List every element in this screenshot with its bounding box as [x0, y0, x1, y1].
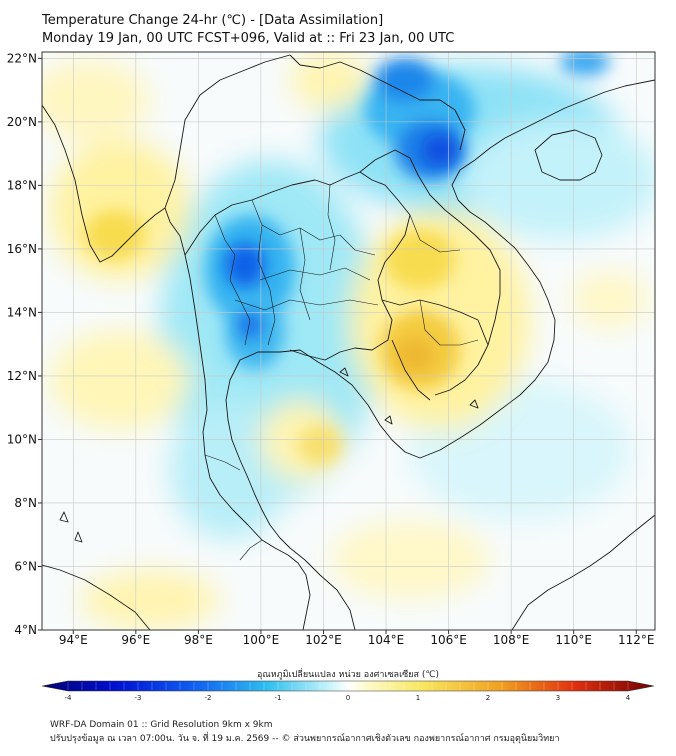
colorbar-tick-label: 0 — [346, 694, 350, 702]
temperature-change-field — [42, 52, 655, 630]
lon-label: 100°E — [243, 633, 280, 647]
borneo-coastline — [511, 514, 655, 630]
lon-label: 96°E — [121, 633, 150, 647]
lat-label: 14°N — [7, 305, 37, 319]
colorbar-title: อุณหภูมิเปลี่ยนแปลง หน่วย องศาเซลเซียส (… — [257, 667, 439, 680]
colorbar-tick-label: 2 — [486, 694, 490, 702]
lon-label: 108°E — [493, 633, 530, 647]
latitude-labels: 22°N 20°N 18°N 16°N 14°N 12°N 10°N 8°N 6°N 4°N — [7, 51, 42, 637]
coastlines-and-borders — [42, 54, 655, 630]
andaman-islands — [59, 511, 83, 543]
lon-label: 106°E — [430, 633, 467, 647]
colorbar-tick-label: -2 — [205, 694, 212, 702]
sumatra-coastline — [42, 564, 151, 630]
lat-label: 16°N — [7, 242, 37, 256]
thailand-border — [184, 171, 411, 361]
lat-label: 22°N — [7, 51, 37, 65]
lat-label: 10°N — [7, 432, 37, 446]
map-subtitle: Monday 19 Jan, 00 UTC FCST+096, Valid at… — [42, 31, 455, 46]
lat-label: 20°N — [7, 115, 37, 129]
mainland-coastline — [42, 104, 311, 630]
province-lines — [214, 184, 479, 346]
colorbar-dividers — [67, 682, 629, 690]
colorbar-tick-label: -1 — [275, 694, 282, 702]
lon-label: 102°E — [305, 633, 342, 647]
lat-label: 18°N — [7, 178, 37, 192]
map-title: Temperature Change 24-hr (℃) - [Data Ass… — [42, 13, 384, 28]
map-frame — [41, 51, 656, 631]
colorbar-tick-label: 4 — [626, 694, 631, 702]
colorbar-tick-label: -4 — [65, 694, 73, 702]
laos-vietnam-border — [359, 149, 501, 396]
lon-label: 112°E — [618, 633, 655, 647]
lon-label: 110°E — [555, 633, 592, 647]
hainan-coastline — [534, 129, 603, 181]
lat-label: 6°N — [14, 559, 37, 573]
lat-label: 12°N — [7, 369, 37, 383]
gulf-coastline — [225, 79, 655, 630]
peninsula-border — [204, 454, 263, 561]
lon-label: 104°E — [368, 633, 405, 647]
lat-label: 8°N — [14, 496, 37, 510]
colorbar-tick-label: -3 — [135, 694, 142, 702]
colorbar-tick-labels: -4 -3 -2 -1 0 1 2 3 4 — [65, 694, 631, 702]
longitude-labels: 94°E 96°E 98°E 100°E 102°E 104°E 106°E 108°E 110… — [59, 630, 655, 647]
coastal-islands — [339, 367, 479, 425]
china-border — [289, 54, 466, 151]
footer-model-info: WRF-DA Domain 01 :: Grid Resolution 9km … — [50, 720, 273, 730]
lat-lon-gridlines — [42, 52, 655, 630]
lat-label: 4°N — [14, 623, 37, 637]
footer-credit: ปรับปรุงข้อมูล ณ เวลา 07:00น. วัน จ. ที่… — [50, 734, 560, 744]
colorbar-tick-label: 3 — [556, 694, 560, 702]
colorbar-tick-label: 1 — [416, 694, 420, 702]
lon-label: 98°E — [184, 633, 213, 647]
lon-label: 94°E — [59, 633, 88, 647]
myanmar-border — [164, 54, 291, 209]
cambodia-border — [381, 299, 489, 401]
